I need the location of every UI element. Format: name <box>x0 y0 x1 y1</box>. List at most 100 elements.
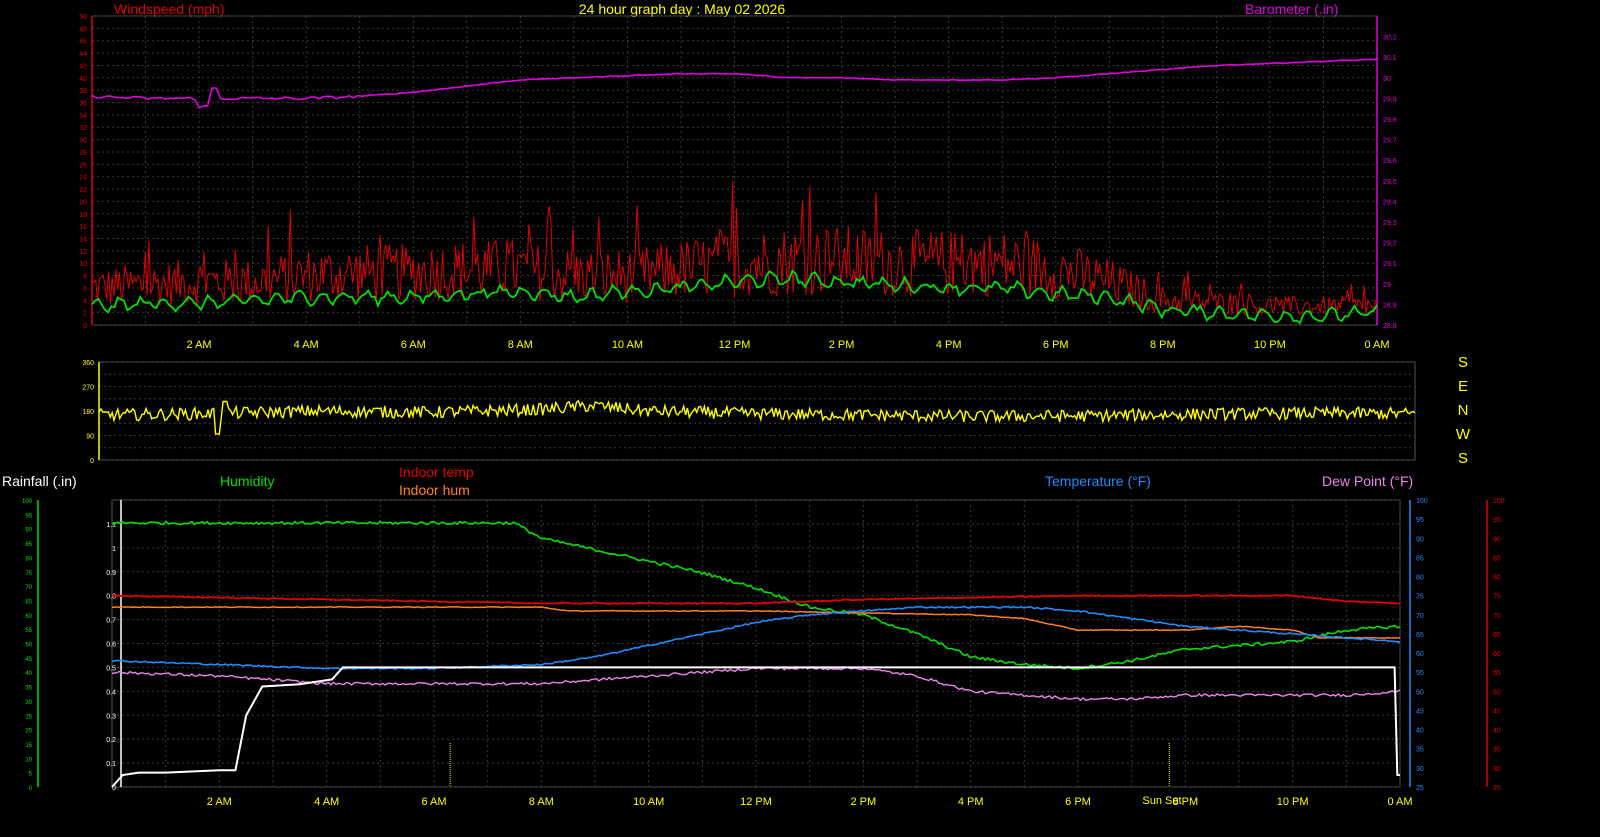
temperature-series <box>111 605 1401 670</box>
baro-axis-label: Barometer (.in) <box>1245 1 1338 17</box>
x-tick-label: 4 PM <box>936 339 962 351</box>
x-tick-label: 6 AM <box>401 339 426 351</box>
indoor-tick-label: 85 <box>1493 555 1501 562</box>
rain-tick-label: 0.7 <box>106 618 116 625</box>
indoor-tick-label: 95 <box>1493 517 1501 524</box>
humidity-tick-label: 0 <box>29 786 33 792</box>
compass-w: W <box>1456 426 1471 443</box>
wind-tick-label: 36 <box>79 101 87 108</box>
rain-tick-label: 0.9 <box>106 570 116 577</box>
lower-x-tick-label: 4 PM <box>958 796 984 808</box>
wind-tick-label: 38 <box>79 88 87 95</box>
indoor-tick-label: 45 <box>1493 708 1501 715</box>
indoor-temp-series <box>111 594 1401 605</box>
temperature-tick-label: 45 <box>1416 708 1424 715</box>
compass-n: N <box>1458 402 1469 419</box>
x-tick-label: 4 AM <box>294 339 319 351</box>
temperature-tick-label: 80 <box>1416 575 1424 582</box>
indoor-hum-series <box>111 606 1400 639</box>
wind-tick-label: 46 <box>79 39 87 46</box>
temperature-tick-label: 75 <box>1416 594 1424 601</box>
lower-x-tick-label: 0 AM <box>1387 796 1412 808</box>
graph-title: 24 hour graph day : May 02 2026 <box>579 1 785 17</box>
baro-tick-label: 29 <box>1383 282 1391 289</box>
direction-tick-label: 180 <box>82 409 94 416</box>
humidity-tick-label: 80 <box>25 556 32 562</box>
barometer-series <box>91 58 1378 109</box>
baro-tick-label: 29.1 <box>1383 261 1397 268</box>
wind-tick-label: 22 <box>79 187 87 194</box>
wind-tick-label: 14 <box>79 236 87 243</box>
wind-tick-label: 44 <box>79 51 87 58</box>
rain-tick-label: 0.6 <box>106 642 116 649</box>
temperature-tick-label: 85 <box>1416 555 1424 562</box>
lower-x-tick-label: 6 AM <box>421 796 446 808</box>
wind-tick-label: 20 <box>79 199 87 206</box>
rain-tick-label: 1 <box>112 546 116 553</box>
direction-tick-label: 360 <box>82 360 94 367</box>
baro-tick-label: 30.2 <box>1383 35 1397 42</box>
wind-tick-label: 28 <box>79 150 87 157</box>
rainfall-label: Rainfall (.in) <box>2 473 77 489</box>
wind-tick-label: 48 <box>79 26 87 33</box>
temperature-tick-label: 70 <box>1416 613 1424 620</box>
humidity-tick-label: 85 <box>25 542 32 548</box>
rain-tick-label: 0.1 <box>106 761 116 768</box>
lower-x-tick-label: 8 AM <box>529 796 554 808</box>
wind-axis-label: Windspeed (mph) <box>114 1 225 17</box>
humidity-tick-label: 5 <box>29 772 33 778</box>
wind-tick-label: 2 <box>83 311 87 318</box>
temperature-tick-label: 50 <box>1416 689 1424 696</box>
x-tick-label: 0 AM <box>1364 339 1389 351</box>
humidity-tick-label: 50 <box>25 643 32 649</box>
x-tick-label: 6 PM <box>1043 339 1069 351</box>
average-speed-series <box>91 269 1378 325</box>
humidity-tick-label: 100 <box>22 499 33 505</box>
indoor-tick-label: 60 <box>1493 651 1501 658</box>
wind-tick-label: 30 <box>79 138 87 145</box>
temperature-tick-label: 35 <box>1416 747 1424 754</box>
baro-tick-label: 29.2 <box>1383 241 1397 248</box>
compass-s-bottom: S <box>1458 450 1468 467</box>
humidity-series <box>111 520 1401 671</box>
rainfall-series <box>111 666 1400 788</box>
lower-x-tick-label: 10 PM <box>1277 796 1309 808</box>
indoor-tick-label: 25 <box>1493 785 1501 792</box>
temperature-tick-label: 30 <box>1416 766 1424 773</box>
lower-x-tick-label: 6 PM <box>1065 796 1091 808</box>
baro-tick-label: 30 <box>1383 76 1391 83</box>
wind-tick-label: 16 <box>79 224 87 231</box>
x-tick-label: 2 AM <box>187 339 212 351</box>
rain-tick-label: 0.3 <box>106 713 116 720</box>
baro-tick-label: 29.5 <box>1383 179 1397 186</box>
wind-tick-label: 12 <box>79 249 87 256</box>
temperature-label: Temperature (°F) <box>1045 473 1151 489</box>
sunset-label: Sun Set <box>1142 795 1181 807</box>
wind-baro-panel: 0246810121416182022242628303234363840424… <box>79 14 1397 351</box>
lower-frame <box>111 499 1401 788</box>
indoor-tick-label: 70 <box>1493 613 1501 620</box>
baro-tick-label: 29.4 <box>1383 199 1397 206</box>
rain-tick-label: 0.2 <box>106 737 116 744</box>
indoor-tick-label: 75 <box>1493 594 1501 601</box>
wind-tick-label: 4 <box>83 298 87 305</box>
dewpoint-series <box>111 666 1401 702</box>
wind-tick-label: 40 <box>79 76 87 83</box>
direction-tick-label: 0 <box>90 458 94 465</box>
humidity-label: Humidity <box>220 473 274 489</box>
wind-direction-panel: 0 90 180 270 360 <box>82 360 1416 465</box>
direction-tick-label: 90 <box>86 434 94 441</box>
rain-tick-label: 0.4 <box>106 689 116 696</box>
wind-tick-label: 50 <box>79 14 87 21</box>
indoor-tick-label: 35 <box>1493 747 1501 754</box>
temperature-tick-label: 60 <box>1416 651 1424 658</box>
humidity-tick-label: 70 <box>25 585 32 591</box>
x-tick-label: 10 PM <box>1254 339 1286 351</box>
windspeed-series <box>91 181 1377 317</box>
wind-tick-label: 0 <box>83 323 87 330</box>
lower-x-tick-label: 8 PM <box>1172 796 1198 808</box>
temp-hum-rain-panel: 0 0.1 0.2 0.3 0.4 0.5 0.6 0.7 0.8 0.9 1 1.1 0 5 10 15 20… <box>22 498 1505 808</box>
indoor-temp-label: Indoor temp <box>399 464 474 480</box>
rain-tick-label: 1.1 <box>106 522 116 529</box>
temperature-tick-label: 90 <box>1416 536 1424 543</box>
